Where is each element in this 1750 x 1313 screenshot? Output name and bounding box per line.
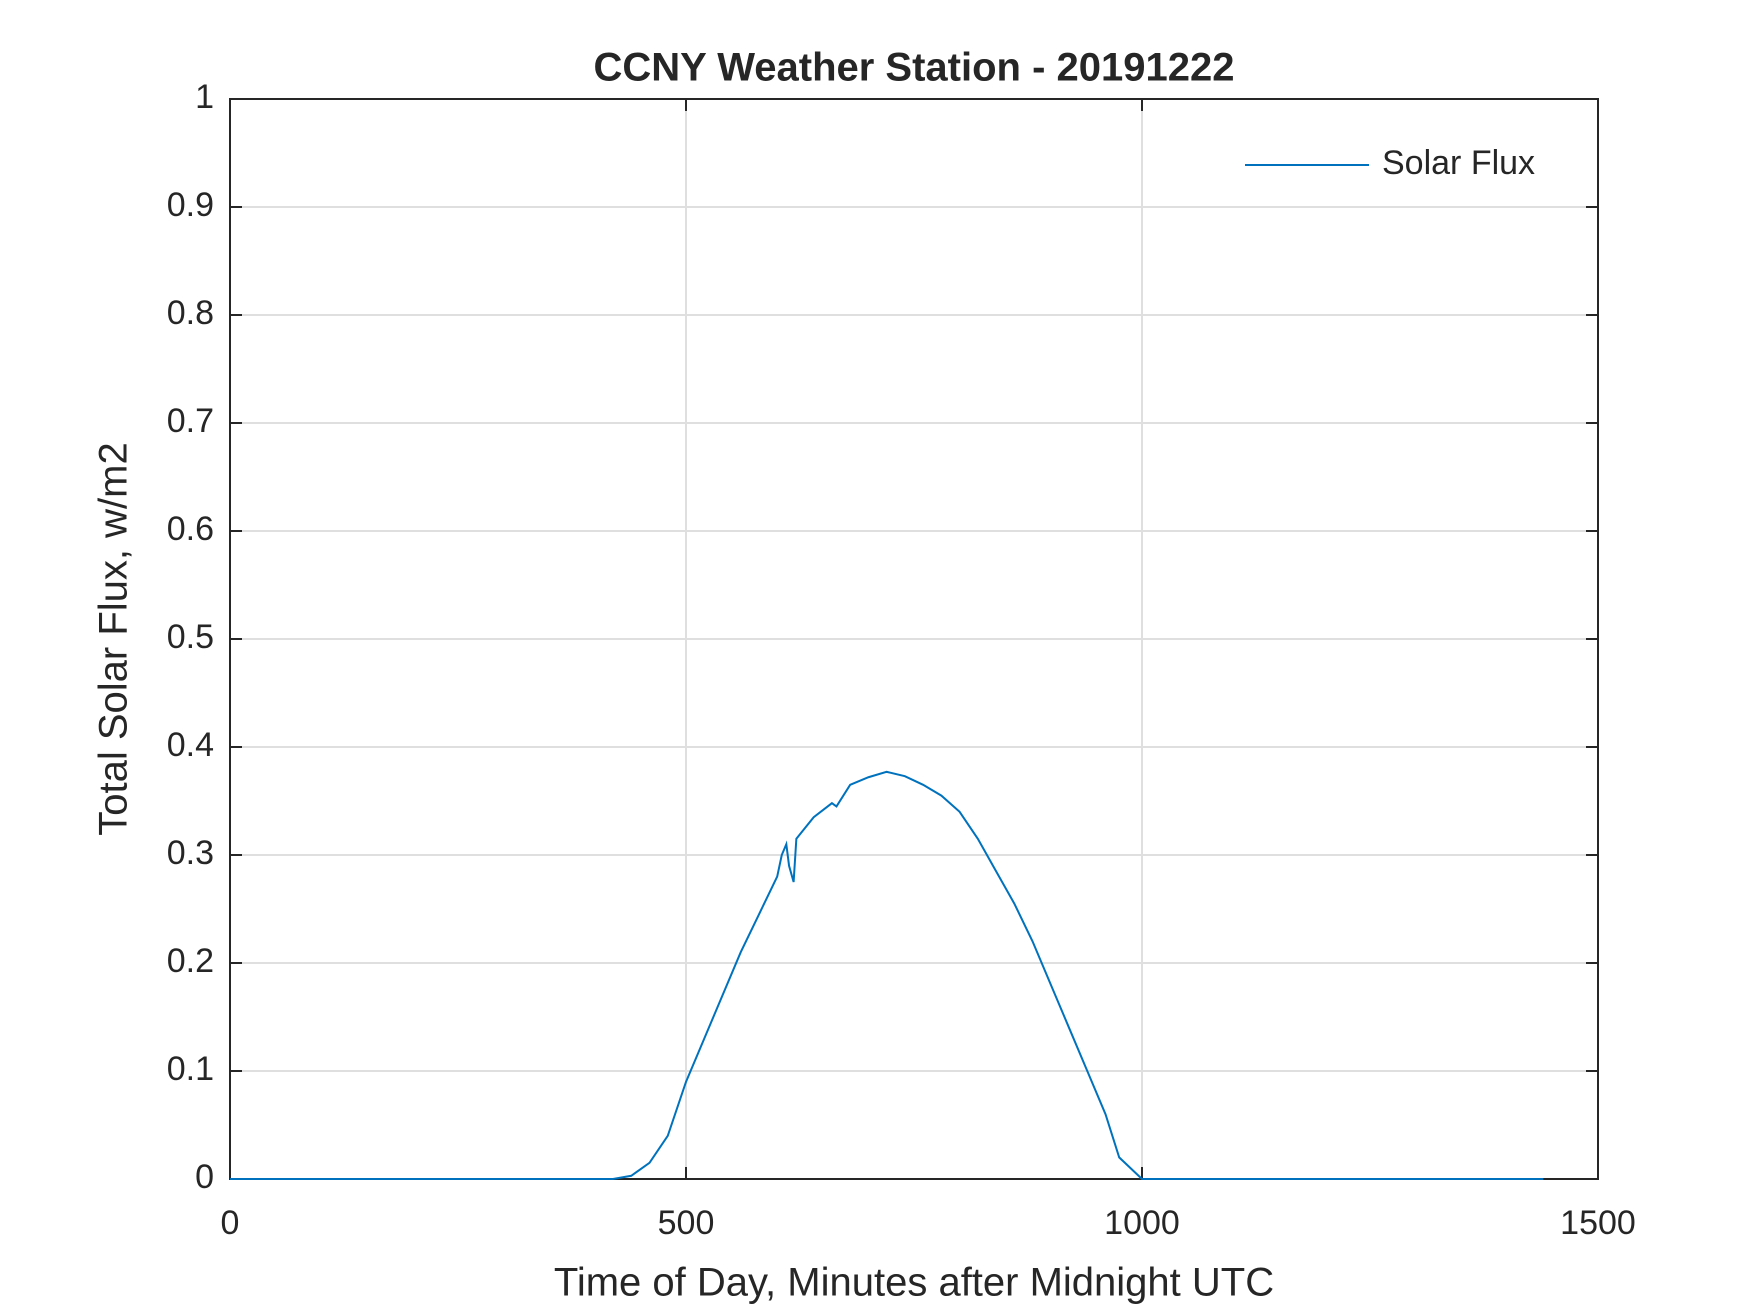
y-tick-label: 0.3 [167, 834, 214, 872]
x-tick-label: 1000 [1104, 1204, 1180, 1242]
y-tick-label: 0.1 [167, 1050, 214, 1088]
y-tick-label: 0.7 [167, 402, 214, 440]
y-axis-label: Total Solar Flux, w/m2 [92, 442, 136, 835]
x-axis-label: Time of Day, Minutes after Midnight UTC [554, 1261, 1274, 1305]
y-tick-label: 0.2 [167, 942, 214, 980]
y-tick-label: 0.9 [167, 186, 214, 224]
y-tick-label: 0 [195, 1158, 214, 1196]
y-tick-label: 0.5 [167, 618, 214, 656]
y-tick-label: 0.4 [167, 726, 214, 764]
y-tick-label: 0.6 [167, 510, 214, 548]
plot-frame [229, 98, 1599, 1180]
chart-title: CCNY Weather Station - 20191222 [594, 46, 1235, 90]
x-tick-label: 0 [221, 1204, 240, 1242]
x-tick-label: 500 [658, 1204, 715, 1242]
data-line [230, 770, 1544, 1180]
x-tick-label: 1500 [1560, 1204, 1636, 1242]
y-tick-label: 0.8 [167, 294, 214, 332]
legend-label: Solar Flux [1382, 144, 1535, 182]
y-tick-label: 1 [195, 78, 214, 116]
